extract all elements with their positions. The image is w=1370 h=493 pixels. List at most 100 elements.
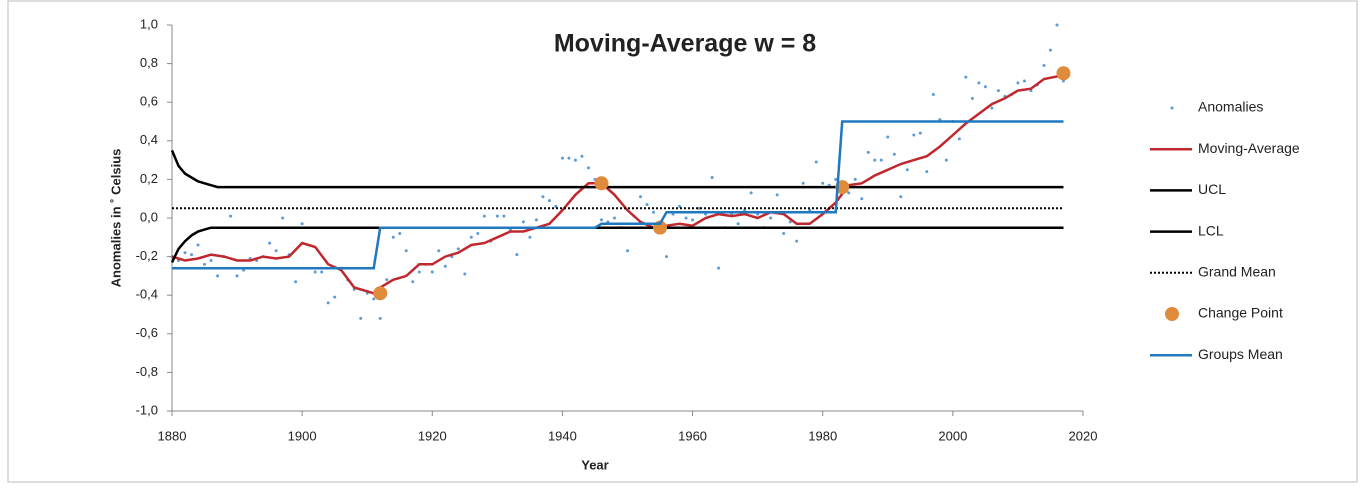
anomaly-point	[697, 206, 701, 210]
legend-label: Change Point	[1198, 305, 1283, 321]
y-tick-label: 0,0	[140, 209, 158, 224]
anomaly-point	[710, 175, 714, 179]
anomaly-point	[378, 316, 382, 320]
anomaly-point	[1048, 48, 1052, 52]
anomaly-point	[905, 168, 909, 172]
anomaly-point	[879, 158, 883, 162]
anomaly-point	[639, 195, 643, 199]
anomaly-point	[1055, 23, 1059, 27]
anomaly-point	[391, 235, 395, 239]
legend-swatch	[1165, 307, 1179, 321]
legend-label: UCL	[1198, 181, 1226, 197]
anomaly-point	[912, 133, 916, 137]
anomaly-point	[281, 216, 285, 220]
anomaly-point	[853, 177, 857, 181]
anomaly-point	[515, 253, 519, 257]
x-tick-label: 2000	[938, 428, 967, 443]
anomaly-point	[398, 231, 402, 235]
anomaly-point	[892, 152, 896, 156]
anomaly-point	[320, 270, 324, 274]
anomaly-point	[749, 191, 753, 195]
anomaly-point	[359, 316, 363, 320]
anomaly-point	[443, 264, 447, 268]
anomaly-point	[521, 220, 525, 224]
x-tick-label: 2020	[1069, 428, 1098, 443]
y-tick-label: 1,0	[140, 16, 158, 31]
plot-area: -1,0 -0,8 -0,6 -0,4 -0,2 0,0 0,2 0,4 0,6 0,8 1,0 18…	[136, 16, 1098, 443]
anomaly-point	[957, 137, 961, 141]
anomaly-point	[586, 166, 590, 170]
legend-label: Groups Mean	[1198, 346, 1283, 362]
anomaly-point	[886, 135, 890, 139]
y-tick-label: 0,6	[140, 94, 158, 109]
anomaly-point	[469, 235, 473, 239]
anomaly-point	[274, 249, 278, 253]
y-axis-title: Anomalies in ˚ Celsius	[108, 149, 123, 288]
anomaly-point	[931, 92, 935, 96]
anomaly-point	[775, 193, 779, 197]
y-tick-label: -0,2	[136, 248, 158, 263]
y-tick-label: -0,4	[136, 287, 158, 302]
series-line	[170, 149, 1064, 189]
anomaly-point	[834, 177, 838, 181]
anomaly-point	[385, 278, 389, 282]
chart-frame	[7, 0, 1358, 483]
anomaly-point	[684, 216, 688, 220]
anomaly-point	[534, 218, 538, 222]
anomaly-point	[573, 158, 577, 162]
y-tick-label: -0,8	[136, 364, 158, 379]
anomaly-point	[801, 181, 805, 185]
anomaly-point	[547, 199, 551, 203]
x-tick-label: 1880	[158, 428, 187, 443]
anomaly-point	[183, 251, 187, 255]
x-tick-label: 1980	[808, 428, 837, 443]
anomaly-point	[567, 156, 571, 160]
anomaly-point	[430, 270, 434, 274]
anomaly-point	[612, 216, 616, 220]
anomaly-point	[599, 218, 603, 222]
x-tick-label: 1920	[418, 428, 447, 443]
x-axis-title: Year	[581, 457, 608, 472]
change-point	[373, 286, 388, 301]
y-tick-label: 0,2	[140, 171, 158, 186]
anomaly-point	[736, 222, 740, 226]
legend: Anomalies Moving-Average UCL LCL Grand Mean C…	[1150, 99, 1300, 362]
anomaly-point	[769, 216, 773, 220]
anomaly-point	[1016, 81, 1020, 85]
anomaly-point	[788, 220, 792, 224]
anomaly-point	[560, 156, 564, 160]
anomaly-point	[417, 270, 421, 274]
anomaly-point	[209, 258, 213, 262]
anomaly-point	[476, 231, 480, 235]
series-line	[172, 120, 1064, 270]
anomaly-point	[216, 274, 220, 278]
legend-label: LCL	[1198, 222, 1224, 238]
legend-label: Anomalies	[1198, 99, 1263, 115]
change-point	[1056, 66, 1071, 81]
anomaly-point	[235, 274, 239, 278]
anomaly-point	[782, 231, 786, 235]
anomaly-point	[814, 160, 818, 164]
anomaly-point	[983, 85, 987, 89]
anomaly-point	[918, 131, 922, 135]
anomaly-point	[996, 89, 1000, 93]
legend-swatch	[1170, 106, 1174, 110]
anomaly-point	[229, 214, 233, 218]
anomaly-point	[691, 218, 695, 222]
series-line	[170, 226, 1064, 263]
anomaly-point	[482, 214, 486, 218]
anomaly-point	[652, 210, 656, 214]
anomaly-point	[463, 272, 467, 276]
anomaly-point	[847, 191, 851, 195]
anomaly-point	[970, 96, 974, 100]
legend-label: Moving-Average	[1198, 140, 1300, 156]
anomaly-point	[977, 81, 981, 85]
anomaly-point	[990, 106, 994, 110]
anomaly-point	[495, 214, 499, 218]
anomaly-point	[326, 301, 330, 305]
anomaly-point	[541, 195, 545, 199]
change-point	[594, 176, 609, 191]
anomaly-point	[502, 214, 506, 218]
anomaly-point	[190, 253, 194, 257]
